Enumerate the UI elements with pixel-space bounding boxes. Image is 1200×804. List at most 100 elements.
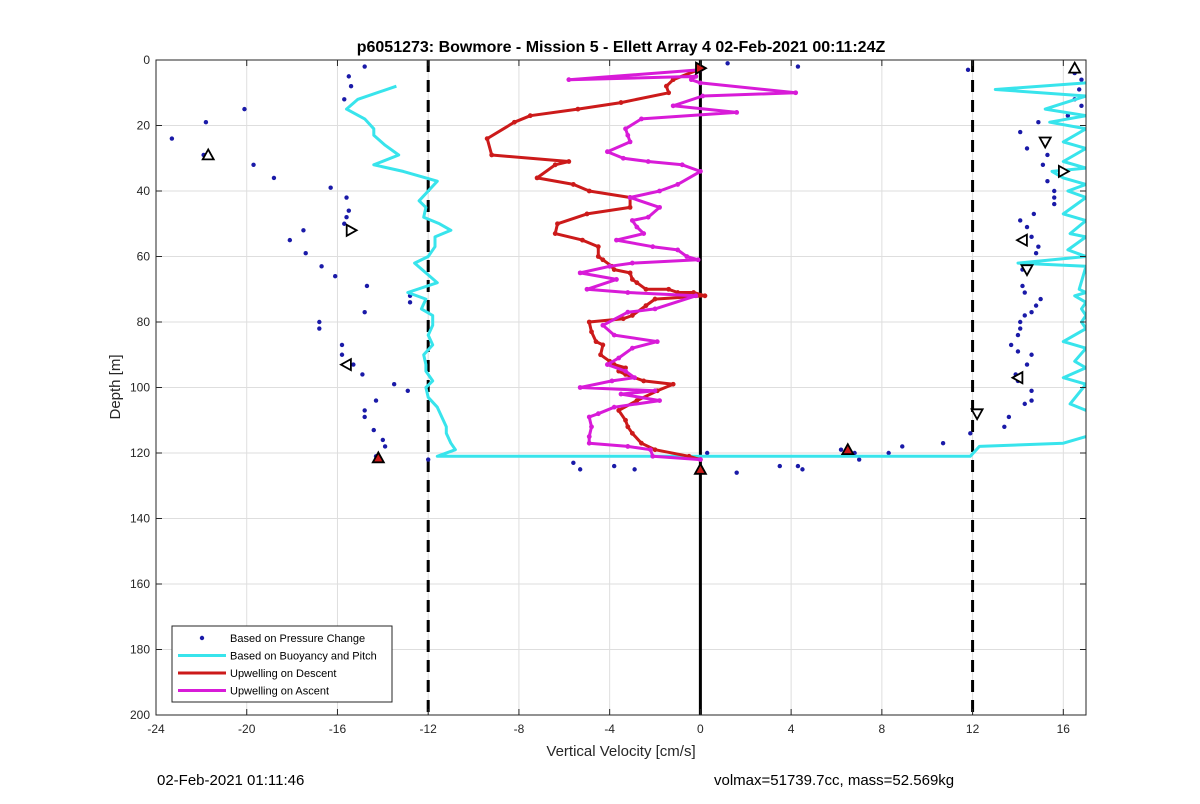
pressure-point: [1029, 388, 1034, 393]
upwelling-on-ascent-marker: [693, 293, 699, 299]
triangle-marker: [201, 147, 216, 161]
upwelling-on-descent-marker: [489, 152, 495, 158]
y-tick-label: 0: [143, 53, 150, 67]
pressure-point: [1024, 146, 1030, 151]
pressure-point: [405, 388, 410, 393]
upwelling-on-descent-marker: [586, 188, 592, 194]
x-tick-label: 12: [966, 722, 980, 736]
pressure-point: [795, 64, 801, 69]
triangle-marker: [339, 357, 352, 372]
upwelling-on-descent-marker: [589, 329, 594, 335]
triangle-marker: [345, 223, 359, 238]
pressure-point: [1008, 342, 1014, 348]
pressure-point: [351, 362, 356, 367]
pressure-point: [1076, 87, 1082, 92]
upwelling-on-descent-marker: [595, 244, 601, 250]
triangle-marker: [371, 450, 386, 464]
upwelling-on-descent-marker: [666, 286, 672, 292]
upwelling-on-ascent-marker: [625, 132, 631, 138]
triangle-marker: [970, 408, 985, 422]
x-tick-label: -24: [147, 722, 165, 736]
upwelling-on-descent-marker: [552, 162, 558, 168]
upwelling-on-ascent-marker: [614, 277, 619, 282]
upwelling-on-descent-marker: [702, 293, 708, 299]
upwelling-on-ascent-marker: [657, 398, 662, 403]
upwelling-on-descent-marker: [627, 204, 633, 210]
pressure-point: [968, 431, 973, 436]
upwelling-on-ascent-marker: [695, 257, 701, 263]
pressure-point: [301, 228, 306, 233]
pressure-point: [317, 319, 322, 325]
pressure-point: [856, 457, 862, 462]
upwelling-on-descent-marker: [641, 378, 647, 384]
x-tick-label: 8: [879, 722, 886, 736]
upwelling-on-descent-marker: [484, 136, 490, 142]
pressure-point: [1018, 319, 1023, 325]
pressure-point: [1018, 218, 1023, 223]
upwelling-on-descent-marker: [527, 113, 533, 119]
upwelling-on-ascent-marker: [641, 231, 647, 236]
upwelling-on-ascent-marker: [675, 182, 681, 187]
pressure-point: [1029, 234, 1034, 240]
triangle-marker: [695, 61, 708, 76]
triangle-marker: [1038, 136, 1053, 150]
upwelling-on-descent-marker: [643, 303, 649, 309]
pressure-point: [1079, 103, 1084, 109]
pressure-point: [725, 61, 730, 66]
upwelling-on-ascent-marker: [697, 168, 703, 174]
y-tick-label: 140: [130, 512, 150, 526]
upwelling-on-descent-marker: [586, 319, 592, 325]
pressure-point: [571, 460, 576, 466]
upwelling-on-ascent-marker: [627, 195, 633, 200]
pressure-point: [287, 237, 293, 243]
pressure-point: [346, 74, 352, 79]
pressure-point: [328, 185, 333, 190]
pressure-point: [348, 84, 354, 89]
pressure-point: [1065, 113, 1071, 118]
pressure-point: [1033, 303, 1039, 308]
pressure-point: [346, 208, 352, 213]
y-tick-label: 20: [137, 119, 151, 133]
triangle-markers: [201, 60, 1082, 475]
pressure-point: [169, 136, 175, 141]
pressure-point: [1029, 352, 1034, 357]
upwelling-on-descent-marker: [511, 119, 517, 125]
pressure-point: [632, 467, 637, 472]
x-tick-label: 16: [1057, 722, 1071, 736]
pressure-point: [203, 120, 209, 125]
pressure-point: [1024, 362, 1030, 367]
upwelling-on-ascent-marker: [652, 388, 658, 394]
upwelling-on-ascent-marker: [670, 103, 676, 109]
upwelling-on-ascent-marker: [586, 440, 592, 446]
pressure-point: [364, 283, 370, 289]
pressure-point: [734, 470, 739, 475]
pressure-point: [371, 427, 376, 433]
upwelling-on-descent-marker: [666, 90, 672, 96]
upwelling-on-descent-marker: [555, 221, 560, 227]
upwelling-on-ascent-marker: [607, 263, 613, 269]
pressure-point: [1052, 188, 1057, 194]
x-tick-label: -12: [420, 722, 438, 736]
upwelling-on-ascent-marker: [645, 159, 651, 164]
pressure-point: [1002, 424, 1007, 429]
upwelling-on-descent-marker: [634, 398, 640, 403]
pressure-point: [1022, 401, 1027, 407]
pressure-point: [1018, 326, 1023, 331]
upwelling-on-descent-marker: [627, 270, 633, 276]
y-tick-label: 120: [130, 446, 150, 460]
pressure-point: [1024, 224, 1030, 230]
pressure-point: [382, 444, 388, 449]
upwelling-on-descent-marker: [639, 440, 644, 446]
pressure-point: [1052, 201, 1057, 207]
pressure-point: [332, 273, 338, 279]
upwelling-on-ascent-marker: [734, 110, 740, 115]
pressure-point: [1018, 129, 1023, 135]
upwelling-on-ascent-marker: [584, 286, 590, 292]
pressure-point: [1029, 309, 1034, 315]
pressure-point: [342, 221, 347, 226]
upwelling-on-descent-marker: [534, 175, 540, 181]
plot-data: [169, 61, 1086, 475]
pressure-point: [339, 352, 345, 357]
pressure-point: [1036, 244, 1041, 249]
upwelling-on-ascent-marker: [604, 149, 610, 155]
